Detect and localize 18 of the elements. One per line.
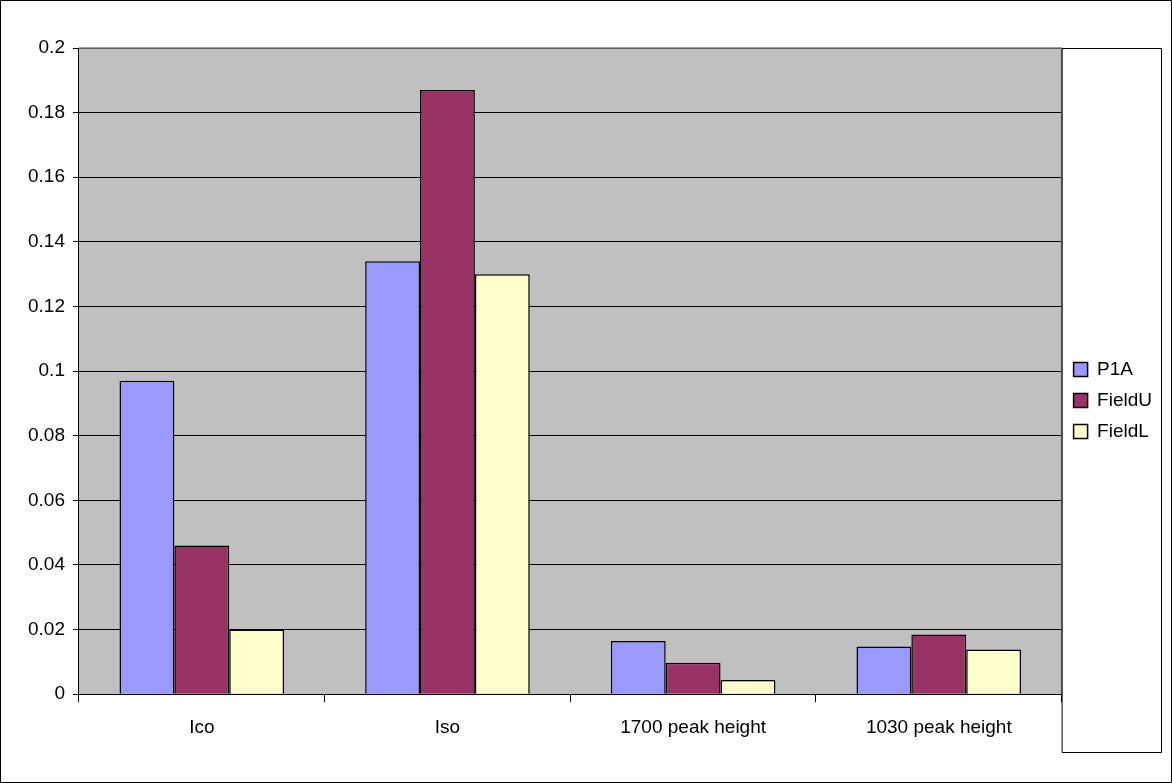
y-tick-label: 0.16 xyxy=(28,165,65,187)
y-tick-label: 0.12 xyxy=(28,294,65,316)
x-tick-label: 1700 peak height xyxy=(620,715,767,737)
x-tick-label: 1030 peak height xyxy=(865,715,1013,737)
legend-label: FieldL xyxy=(1097,419,1149,441)
y-tick-label: 0.08 xyxy=(28,423,65,445)
y-tick-label: 0.1 xyxy=(38,359,65,381)
y-tick-label: 0.14 xyxy=(28,230,66,252)
x-tick-label: Iso xyxy=(434,715,461,737)
y-tick-label: 0.2 xyxy=(38,36,65,58)
y-tick-label: 0.06 xyxy=(28,488,65,510)
x-tick-label: Ico xyxy=(189,715,215,737)
legend-label: P1A xyxy=(1097,357,1134,379)
y-tick-label: 0.18 xyxy=(28,100,65,122)
y-tick-label: 0.04 xyxy=(28,553,66,575)
y-tick-label: 0 xyxy=(54,682,65,704)
y-tick-label: 0.02 xyxy=(28,617,65,639)
legend-label: FieldU xyxy=(1097,388,1152,410)
